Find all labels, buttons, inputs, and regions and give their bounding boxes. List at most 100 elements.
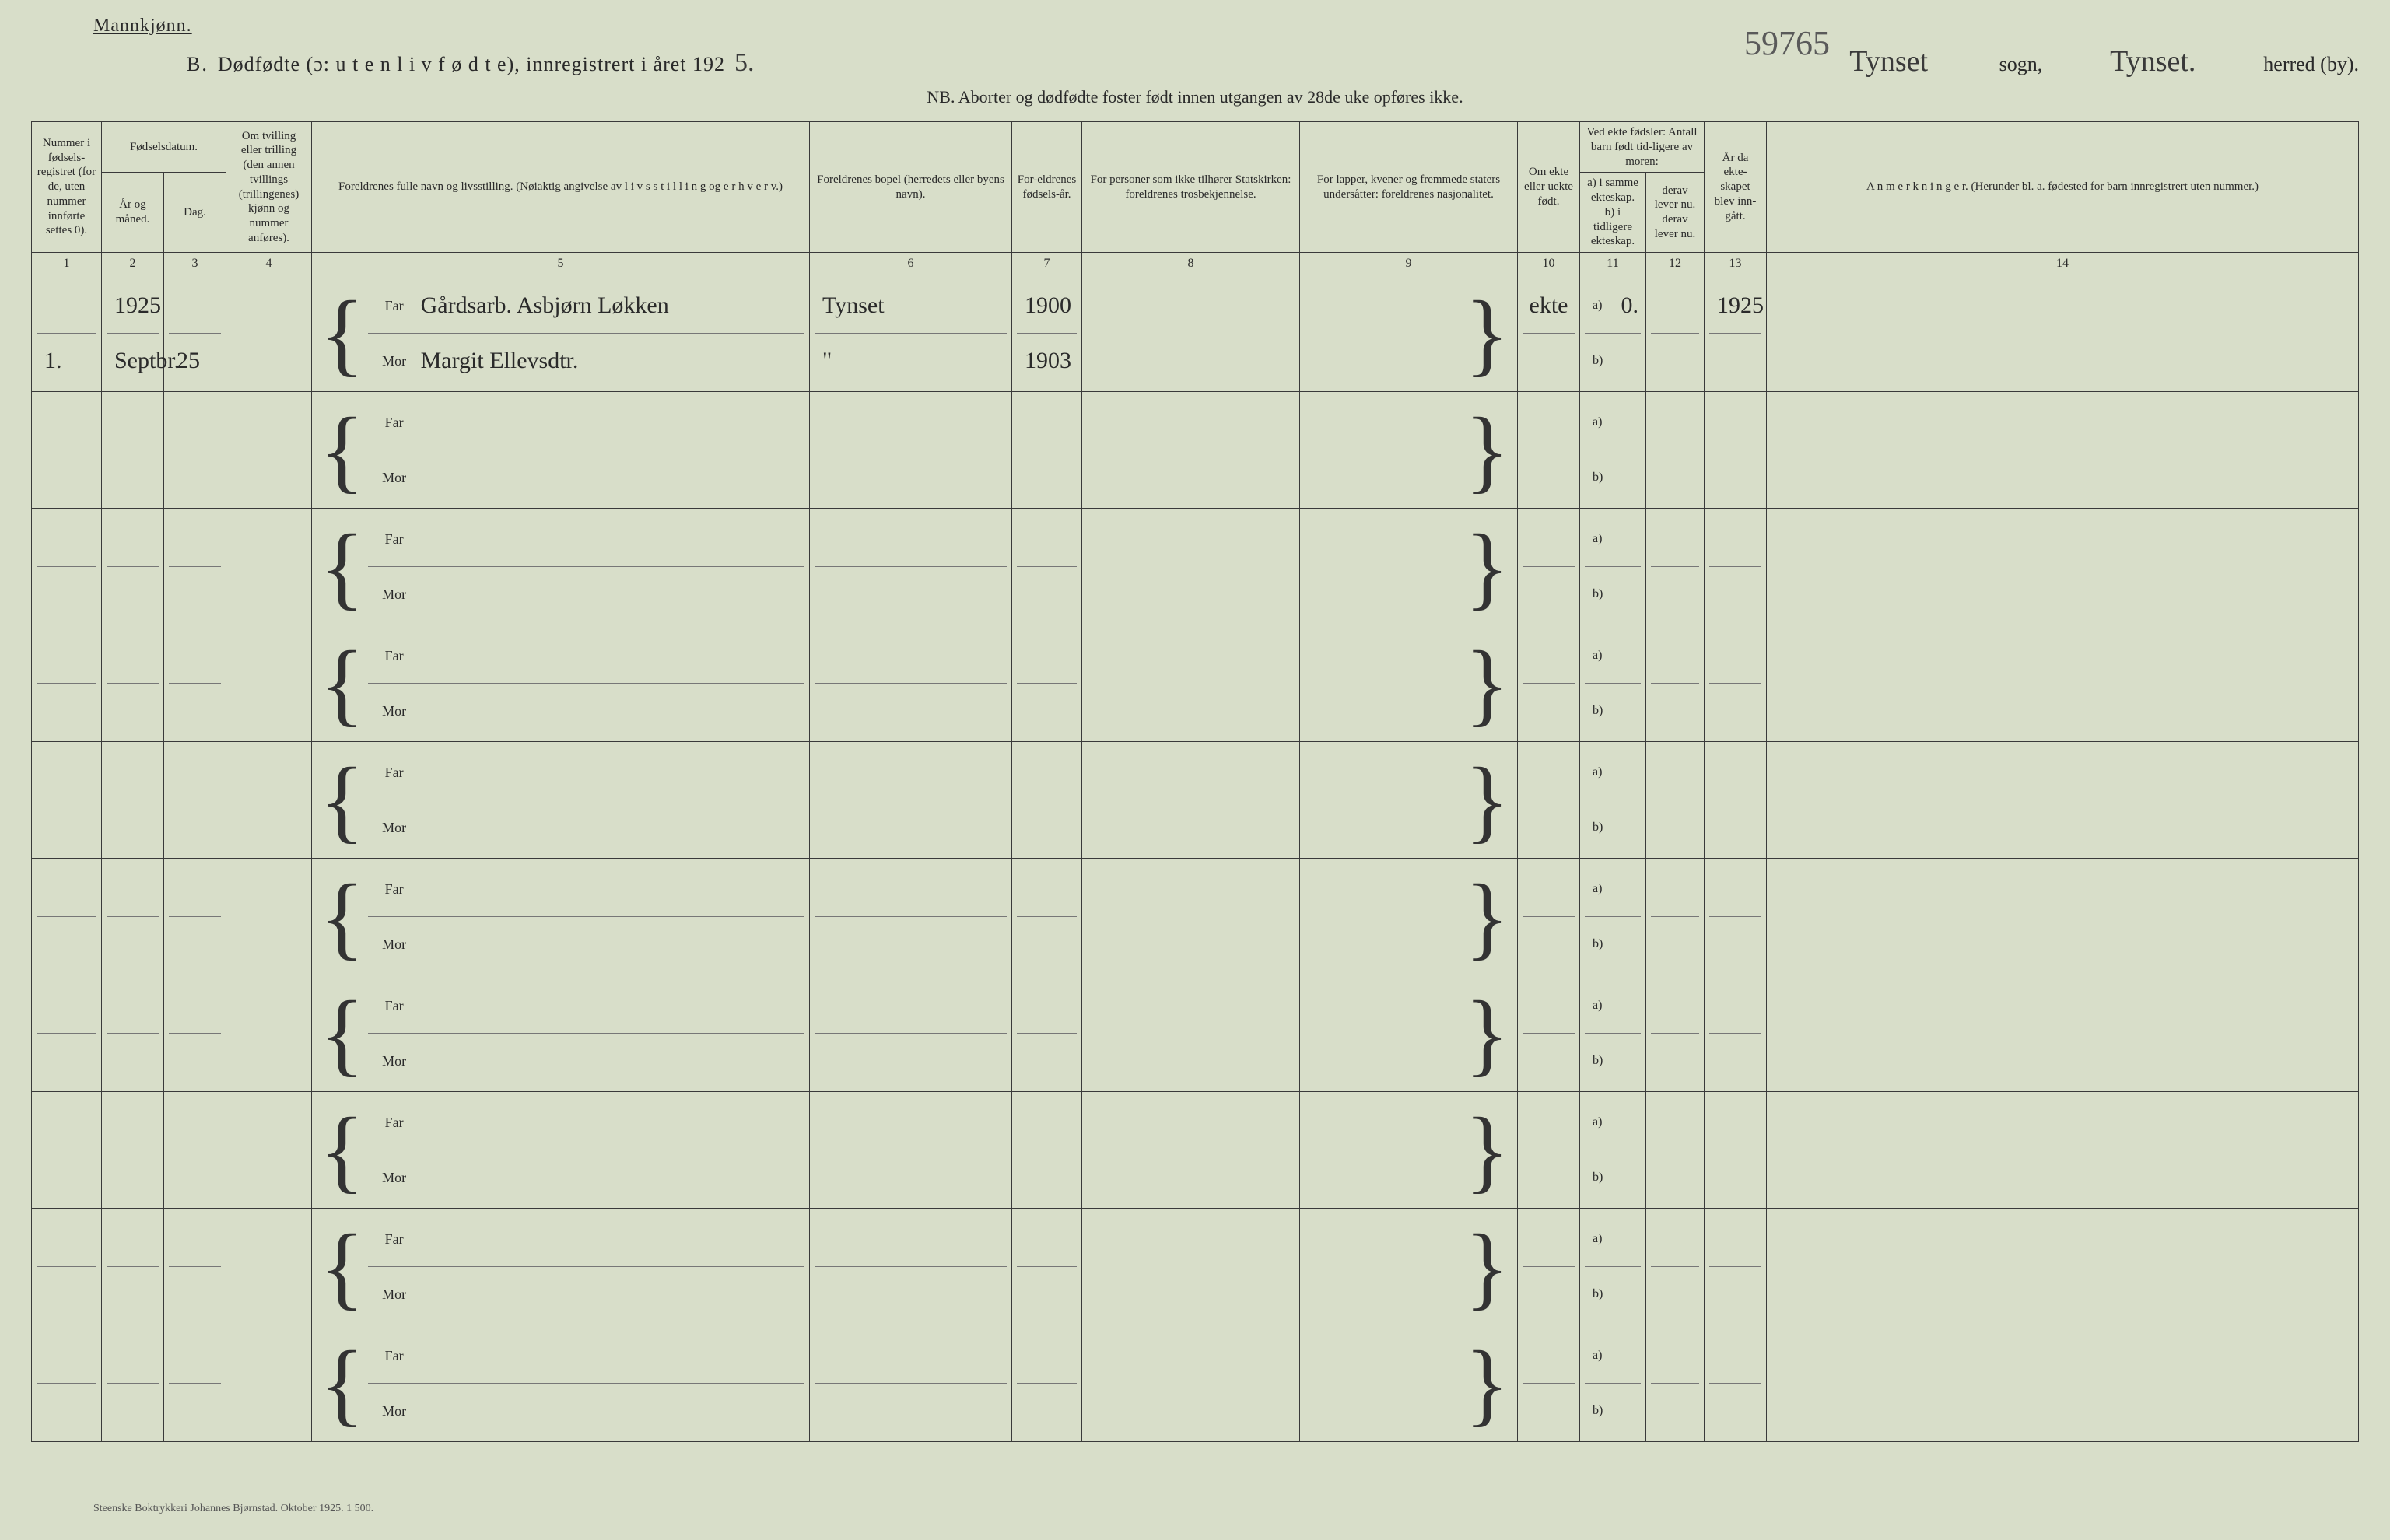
cell: [1767, 509, 2359, 625]
cell: [1767, 1325, 2359, 1442]
cell: }: [1300, 625, 1518, 742]
nb-line: NB. Aborter og dødfødte foster født inne…: [31, 87, 2359, 107]
cell: { Far Mor: [312, 742, 810, 859]
colnum: 12: [1646, 253, 1705, 275]
header: Mannkjønn. B. Dødfødte (ɔ: u t e n l i v…: [31, 16, 2359, 107]
cell: { Far Mor: [312, 392, 810, 509]
cell: [1082, 1092, 1300, 1209]
table-row: { Far Mor } a) b): [32, 392, 2359, 509]
cell: [1082, 1209, 1300, 1325]
cell: [810, 509, 1012, 625]
cell: [1767, 392, 2359, 509]
cell: [226, 1325, 312, 1442]
cell: [164, 742, 226, 859]
cell: [32, 509, 102, 625]
cell: [1646, 1209, 1705, 1325]
col-header: Ved ekte fødsler: Antall barn født tid-l…: [1580, 122, 1705, 173]
table-head: Nummer i fødsels-registret (for de, uten…: [32, 122, 2359, 275]
cell: [1082, 275, 1300, 392]
table-row: { Far Mor }a) b): [32, 859, 2359, 975]
cell: [102, 742, 164, 859]
cell: [1518, 975, 1580, 1092]
cell: [1705, 625, 1767, 742]
year-suffix: 5.: [734, 48, 755, 78]
cell: [810, 392, 1012, 509]
cell: [1012, 742, 1082, 859]
colnum: 6: [810, 253, 1012, 275]
cell: a) b): [1580, 509, 1646, 625]
col-header: Foreldrenes fulle navn og livsstilling. …: [312, 122, 810, 253]
cell: [1082, 742, 1300, 859]
col-header: For personer som ikke tilhører Statskirk…: [1082, 122, 1300, 253]
cell: [810, 1209, 1012, 1325]
cell: { Far Mor: [312, 975, 810, 1092]
cell: [1646, 1325, 1705, 1442]
cell: [1705, 392, 1767, 509]
title-main: Dødfødte (ɔ: u t e n l i v f ø d t e), i…: [218, 53, 725, 76]
herred-label: herred (by).: [2263, 53, 2359, 76]
cell: [226, 509, 312, 625]
section-letter: B.: [187, 53, 209, 76]
cell: [1012, 509, 1082, 625]
cell: [1518, 742, 1580, 859]
cell: [164, 625, 226, 742]
cell: [164, 1325, 226, 1442]
col-header: Nummer i fødsels-registret (for de, uten…: [32, 122, 102, 253]
cell: [164, 1209, 226, 1325]
cell: [1082, 625, 1300, 742]
cell: [1767, 625, 2359, 742]
cell: [1082, 859, 1300, 975]
cell: [226, 742, 312, 859]
table-row: { Far Mor }a) b): [32, 1325, 2359, 1442]
col-header: Om ekte eller uekte født.: [1518, 122, 1580, 253]
table-body: 1.1925Septbr.25{ FarGårdsarb. Asbjørn Lø…: [32, 275, 2359, 1442]
col-header: År da ekte-skapet blev inn-gått.: [1705, 122, 1767, 253]
cell: a) b): [1580, 392, 1646, 509]
cell: [1082, 392, 1300, 509]
cell: [32, 1325, 102, 1442]
colnum: 10: [1518, 253, 1580, 275]
colnum: 13: [1705, 253, 1767, 275]
cell: [102, 859, 164, 975]
cell: [226, 975, 312, 1092]
colnum: 5: [312, 253, 810, 275]
cell: [164, 1092, 226, 1209]
cell: [1518, 859, 1580, 975]
cell: [226, 1209, 312, 1325]
cell: a) b): [1580, 1209, 1646, 1325]
table-row: { Far Mor } a) b): [32, 625, 2359, 742]
cell: [1767, 1092, 2359, 1209]
cell: a) b): [1580, 1325, 1646, 1442]
colnum-row: 1 2 3 4 5 6 7 8 9 10 11 12 13 14: [32, 253, 2359, 275]
cell: [1082, 1325, 1300, 1442]
cell: [810, 625, 1012, 742]
col-header: derav lever nu. derav lever nu.: [1646, 173, 1705, 253]
cell: 19001903: [1012, 275, 1082, 392]
cell: [102, 509, 164, 625]
cell: { Far Mor: [312, 509, 810, 625]
cell: [1012, 625, 1082, 742]
cell: [810, 859, 1012, 975]
cell: }: [1300, 392, 1518, 509]
cell: [226, 859, 312, 975]
cell: [1012, 1209, 1082, 1325]
table-row: { Far Mor }a) b): [32, 742, 2359, 859]
cell: [1082, 509, 1300, 625]
cell: [1705, 1092, 1767, 1209]
cell: [1767, 859, 2359, 975]
cell: [1012, 975, 1082, 1092]
cell: { Far Mor: [312, 1092, 810, 1209]
cell: [164, 859, 226, 975]
cell: [32, 392, 102, 509]
cell: [1082, 975, 1300, 1092]
cell: [1012, 1092, 1082, 1209]
cell: [1518, 1092, 1580, 1209]
cell: }: [1300, 275, 1518, 392]
cell: }: [1300, 975, 1518, 1092]
cell: { Far Mor: [312, 625, 810, 742]
cell: a) b): [1580, 625, 1646, 742]
cell: [226, 625, 312, 742]
cell: [1518, 392, 1580, 509]
sogn-label: sogn,: [1999, 53, 2043, 76]
table-row: 1.1925Septbr.25{ FarGårdsarb. Asbjørn Lø…: [32, 275, 2359, 392]
